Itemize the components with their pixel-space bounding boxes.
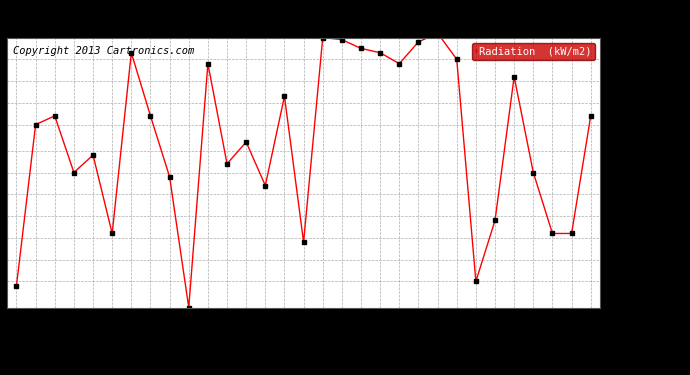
- Legend: Radiation  (kW/m2): Radiation (kW/m2): [472, 43, 595, 60]
- Text: Copyright 2013 Cartronics.com: Copyright 2013 Cartronics.com: [13, 46, 194, 56]
- Text: Solar Radiation per Day KW/m2 20130627: Solar Radiation per Day KW/m2 20130627: [113, 15, 494, 33]
